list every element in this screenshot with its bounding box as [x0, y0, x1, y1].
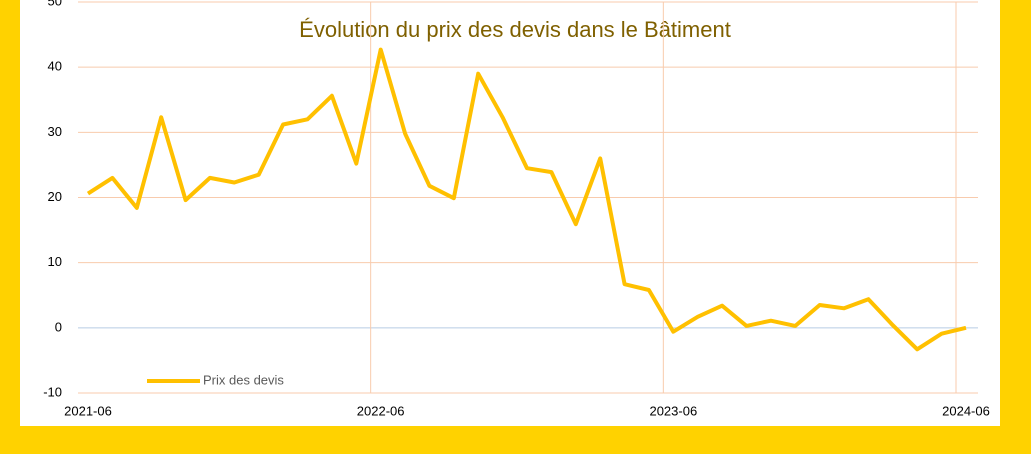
y-tick-label: 0	[55, 319, 62, 334]
y-tick-label: 50	[48, 0, 62, 8]
x-tick-label: 2022-06	[357, 403, 405, 418]
x-tick-label: 2023-06	[649, 403, 697, 418]
y-tick-label: -10	[43, 384, 62, 399]
chart-title: Évolution du prix des devis dans le Bâti…	[299, 17, 731, 42]
plot-background	[20, 0, 1000, 426]
y-tick-label: 40	[48, 59, 62, 74]
y-tick-label: 20	[48, 189, 62, 204]
series-line	[86, 47, 967, 352]
y-tick-label: 30	[48, 124, 62, 139]
legend-label: Prix des devis	[203, 372, 284, 387]
x-tick-label: 2021-06	[64, 403, 112, 418]
y-tick-label: 10	[48, 254, 62, 269]
x-tick-label: 2024-06	[942, 403, 990, 418]
